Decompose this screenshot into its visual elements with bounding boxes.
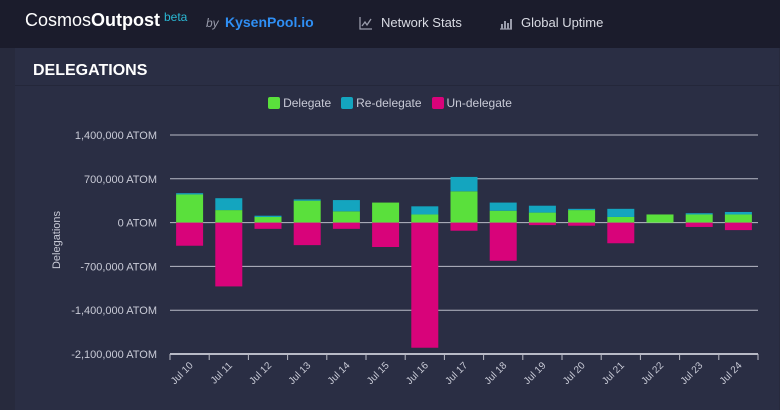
bar-delegate	[294, 201, 321, 223]
bar-redelegate	[607, 209, 634, 217]
bar-undelegate	[529, 223, 556, 226]
y-tick-label: -700,000 ATOM	[80, 261, 157, 273]
bar-undelegate	[255, 223, 282, 229]
bar-redelegate	[568, 209, 595, 210]
x-tick-label: Jul 14	[326, 360, 353, 387]
x-tick-label: Jul 19	[522, 360, 549, 387]
bar-delegate	[255, 217, 282, 223]
bar-redelegate	[294, 199, 321, 200]
bar-undelegate	[333, 223, 360, 229]
bar-redelegate	[686, 213, 713, 214]
bar-undelegate	[411, 223, 438, 348]
delegations-chart: Delegations 1,400,000 ATOM 700,000 ATOM 0 …	[0, 0, 780, 410]
x-tick-label: Jul 24	[718, 360, 745, 387]
x-tick-label: Jul 12	[247, 360, 274, 387]
x-tick-label: Jul 20	[561, 360, 588, 387]
bar-delegate	[607, 217, 634, 223]
x-tick-label: Jul 11	[209, 360, 235, 386]
x-tick-label: Jul 22	[639, 360, 666, 387]
y-axis-title: Delegations	[51, 210, 63, 269]
bar-undelegate	[176, 223, 203, 246]
x-tick-label: Jul 21	[600, 360, 627, 387]
bar-delegate	[372, 203, 399, 223]
bar-redelegate	[255, 216, 282, 217]
y-tick-label: 0 ATOM	[118, 218, 157, 230]
bar-delegate	[725, 214, 752, 222]
y-tick-label: -2,100,000 ATOM	[71, 349, 157, 361]
bar-delegate	[568, 210, 595, 223]
y-tick-label: 700,000 ATOM	[84, 174, 157, 186]
bar-redelegate	[333, 200, 360, 211]
bar-delegate	[215, 210, 242, 223]
bar-undelegate	[686, 223, 713, 227]
bar-undelegate	[294, 223, 321, 246]
bar-redelegate	[529, 206, 556, 213]
bar-undelegate	[372, 223, 399, 247]
bar-delegate	[333, 211, 360, 222]
bar-undelegate	[215, 223, 242, 287]
x-tick-label: Jul 17	[443, 360, 470, 387]
x-tick-label: Jul 18	[483, 360, 510, 387]
y-tick-label: 1,400,000 ATOM	[75, 130, 157, 142]
x-tick-label: Jul 16	[404, 360, 431, 387]
bar-undelegate	[490, 223, 517, 261]
bar-delegate	[490, 211, 517, 223]
bar-redelegate	[725, 212, 752, 215]
bar-redelegate	[215, 198, 242, 210]
bar-delegate	[176, 194, 203, 222]
bar-undelegate	[568, 223, 595, 226]
x-tick-label: Jul 13	[287, 360, 314, 387]
x-tick-label: Jul 10	[169, 360, 196, 387]
y-tick-label: -1,400,000 ATOM	[71, 305, 157, 317]
x-tick-label: Jul 23	[679, 360, 706, 387]
bar-delegate	[411, 214, 438, 222]
bar-delegate	[686, 214, 713, 222]
bar-undelegate	[451, 223, 478, 231]
bar-delegate	[647, 214, 674, 222]
bar-delegate	[451, 191, 478, 222]
x-tick-label: Jul 15	[365, 360, 392, 387]
bar-redelegate	[490, 203, 517, 211]
bar-redelegate	[176, 193, 203, 194]
bar-redelegate	[451, 177, 478, 191]
bar-redelegate	[411, 206, 438, 214]
bar-undelegate	[725, 223, 752, 231]
bar-delegate	[529, 213, 556, 223]
bar-undelegate	[607, 223, 634, 244]
